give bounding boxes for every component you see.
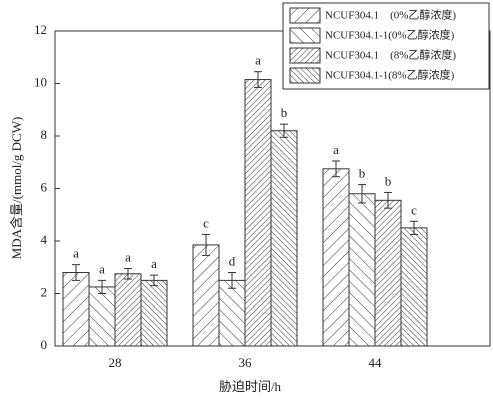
legend-label: NCUF304.1-1(0%乙醇浓度) [325, 28, 455, 42]
legend: NCUF304.1 (0%乙醇浓度) NCUF304.1-1(0%乙醇浓度) NCU… [282, 2, 490, 90]
significance-label: d [229, 253, 236, 268]
y-tick-label: 4 [41, 232, 48, 247]
significance-label: b [281, 105, 288, 120]
error-bar [98, 279, 106, 294]
bar [270, 130, 298, 347]
bar [322, 168, 350, 347]
bar [244, 79, 272, 347]
error-bar [384, 191, 392, 209]
error-bar [358, 184, 366, 204]
legend-label: NCUF304.1 (0%乙醇浓度) [325, 8, 456, 22]
significance-label: a [73, 246, 79, 261]
x-axis-label: 胁迫时间/h [219, 379, 282, 394]
error-bar [150, 274, 158, 287]
y-tick-label: 10 [34, 74, 47, 89]
legend-swatch [289, 27, 321, 44]
legend-label: NCUF304.1 (8%乙醇浓度) [325, 48, 456, 62]
bar [88, 286, 116, 347]
significance-label: b [385, 173, 392, 188]
bar [62, 272, 90, 347]
y-tick-label: 6 [41, 179, 48, 194]
significance-label: a [151, 256, 157, 271]
x-tick-label: 28 [109, 355, 122, 370]
bar [192, 244, 220, 347]
bar [114, 273, 142, 347]
bar [218, 279, 246, 347]
y-tick-label: 0 [41, 337, 48, 352]
error-bar [332, 160, 340, 178]
significance-label: a [99, 261, 105, 276]
significance-label: a [125, 250, 131, 265]
error-bar [254, 71, 262, 88]
x-tick-label: 36 [239, 355, 253, 370]
legend-label: NCUF304.1-1(8%乙醇浓度) [325, 68, 455, 82]
error-bar [72, 264, 80, 281]
significance-label: a [333, 142, 339, 157]
y-axis-label: MDA含量/(mmol/g DCW) [9, 117, 24, 260]
y-tick-label: 12 [34, 22, 47, 37]
bar [374, 199, 402, 347]
legend-swatch [289, 7, 321, 24]
error-bar [280, 123, 288, 138]
significance-label: c [411, 202, 417, 217]
legend-swatch [289, 47, 321, 64]
bar [348, 193, 376, 347]
error-bar [410, 220, 418, 235]
y-tick-label: 2 [41, 284, 48, 299]
bar [400, 227, 428, 347]
y-tick-label: 8 [41, 127, 48, 142]
error-bar [202, 233, 210, 256]
x-tick-label: 44 [369, 355, 383, 370]
legend-swatch [289, 67, 321, 84]
significance-label: c [203, 215, 209, 230]
significance-label: b [359, 166, 366, 181]
error-bar [228, 272, 236, 289]
significance-label: a [255, 53, 261, 68]
error-bar [124, 268, 132, 280]
bar [140, 279, 168, 347]
